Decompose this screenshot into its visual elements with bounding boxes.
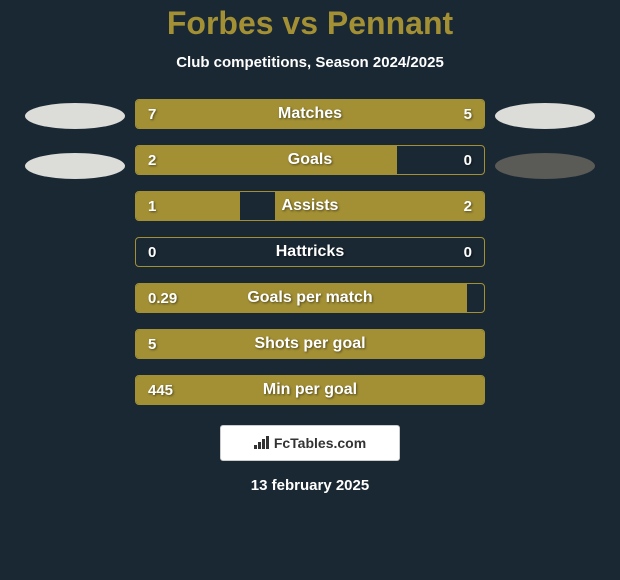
- stat-label: Hattricks: [136, 238, 484, 266]
- stat-bar-goals-per-match: 0.29 Goals per match: [135, 283, 485, 313]
- stat-label: Goals per match: [136, 284, 484, 312]
- subtitle: Club competitions, Season 2024/2025: [176, 54, 444, 71]
- left-badge-2: [25, 153, 125, 179]
- page-title: Forbes vs Pennant: [167, 5, 453, 42]
- stat-bar-assists: 1 Assists 2: [135, 191, 485, 221]
- stat-value-right: 5: [464, 100, 472, 128]
- right-badge-1: [495, 103, 595, 129]
- stat-bars: 7 Matches 5 2 Goals 0 1 Assists 2 0: [135, 99, 485, 405]
- fctables-logo: FcTables.com: [220, 425, 400, 461]
- chart-icon: [254, 435, 270, 452]
- right-badge-2: [495, 153, 595, 179]
- stat-bar-min-per-goal: 445 Min per goal: [135, 375, 485, 405]
- stat-bar-matches: 7 Matches 5: [135, 99, 485, 129]
- stat-label: Min per goal: [136, 376, 484, 404]
- stat-label: Goals: [136, 146, 484, 174]
- stat-bar-shots-per-goal: 5 Shots per goal: [135, 329, 485, 359]
- stat-label: Matches: [136, 100, 484, 128]
- stat-label: Shots per goal: [136, 330, 484, 358]
- date-text: 13 february 2025: [251, 477, 369, 494]
- left-player-badges: [25, 99, 125, 179]
- stat-bar-goals: 2 Goals 0: [135, 145, 485, 175]
- stat-bar-hattricks: 0 Hattricks 0: [135, 237, 485, 267]
- left-badge-1: [25, 103, 125, 129]
- stat-value-right: 0: [464, 238, 472, 266]
- logo-text: FcTables.com: [274, 435, 366, 451]
- stats-area: 7 Matches 5 2 Goals 0 1 Assists 2 0: [0, 99, 620, 405]
- stat-value-right: 0: [464, 146, 472, 174]
- comparison-infographic: Forbes vs Pennant Club competitions, Sea…: [0, 0, 620, 580]
- right-player-badges: [495, 99, 595, 179]
- stat-value-right: 2: [464, 192, 472, 220]
- stat-label: Assists: [136, 192, 484, 220]
